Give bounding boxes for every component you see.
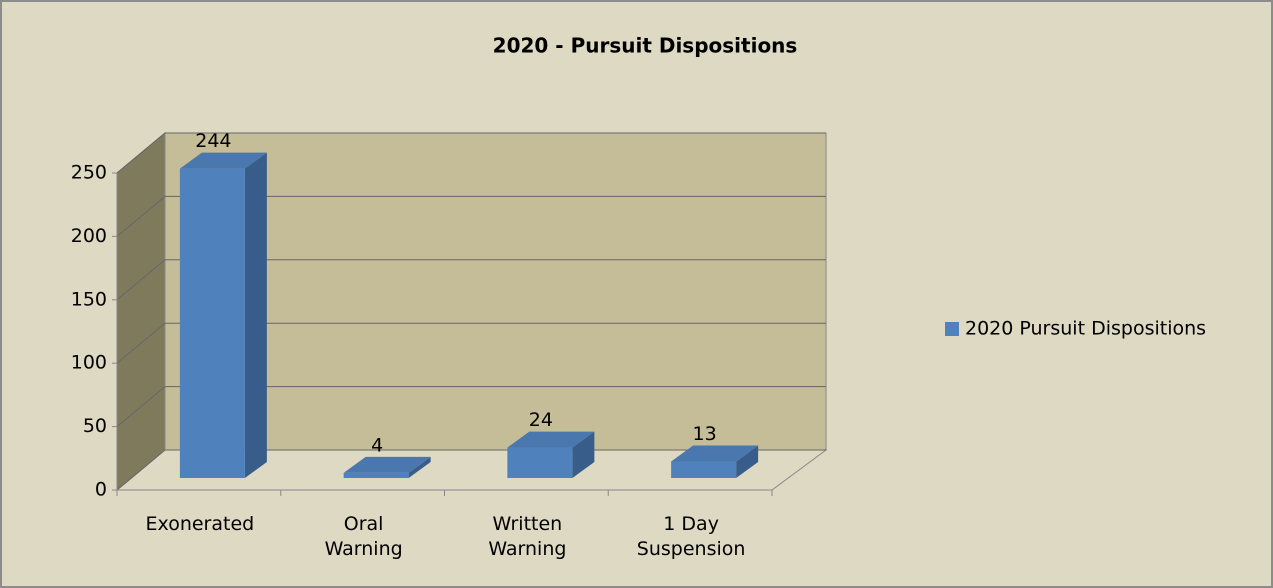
- y-tick-label: 100: [71, 352, 107, 374]
- legend-swatch: [945, 322, 959, 336]
- x-tick-label: 1 Day Suspension: [636, 513, 746, 560]
- bar-top: [343, 456, 431, 473]
- y-tick-label: 50: [83, 415, 107, 437]
- bar-top: [179, 152, 267, 169]
- chart-title: 2020 - Pursuit Dispositions: [493, 34, 798, 58]
- data-label: 13: [693, 423, 717, 445]
- x-tick-label: Oral Warning: [324, 513, 403, 560]
- grid-line: [116, 196, 166, 237]
- data-label: 24: [529, 409, 553, 431]
- bar-side: [736, 445, 759, 478]
- data-label: 4: [371, 434, 383, 456]
- legend-label: 2020 Pursuit Dispositions: [965, 318, 1206, 340]
- y-tick-label: 250: [71, 162, 107, 184]
- bar-side: [572, 431, 595, 478]
- grid-line: [116, 132, 166, 174]
- bar: [671, 461, 737, 478]
- bar-side: [408, 456, 431, 478]
- data-label: 244: [195, 130, 231, 152]
- grid-line: [116, 322, 166, 364]
- grid-line: [116, 449, 166, 491]
- x-tick-label: Exonerated: [145, 513, 255, 535]
- y-tick-label: 0: [95, 479, 107, 501]
- bar: [179, 168, 245, 478]
- bar: [343, 472, 409, 478]
- y-tick-label: 200: [71, 225, 107, 247]
- bar: [507, 447, 573, 478]
- bar-top: [671, 445, 759, 462]
- side-wall: [116, 131, 166, 492]
- bar-top: [507, 431, 595, 448]
- y-tick-label: 150: [71, 288, 107, 310]
- grid-line: [116, 386, 166, 427]
- grid-line: [116, 259, 166, 301]
- x-tick-label: Written Warning: [488, 513, 567, 560]
- bar-side: [244, 152, 267, 478]
